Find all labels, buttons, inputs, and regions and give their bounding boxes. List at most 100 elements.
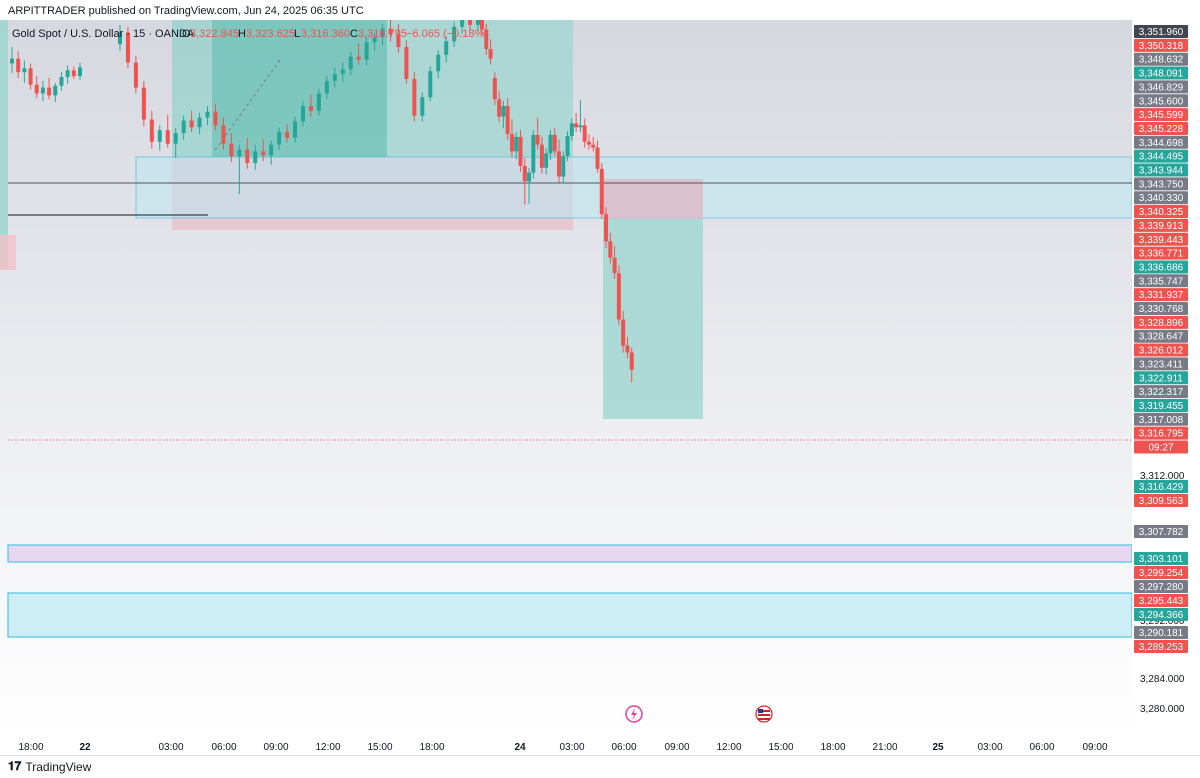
price-tag-label: 3,299.254 [1139,568,1184,579]
price-axis[interactable]: 3,312.0003,304.0003,300.0003,292.0003,28… [1132,20,1200,735]
candle-body [531,134,536,173]
footer-bar: 𝟏𝟕 TradingView [0,755,1200,778]
tradingview-logo-icon: 𝟏𝟕 [8,759,22,773]
candle-body [125,32,130,63]
candles [10,11,634,383]
price-tag-label: 3,336.686 [1139,262,1184,273]
price-tag [1134,66,1188,80]
candle-body [565,135,570,157]
price-tag-label: 3,343.944 [1139,166,1184,177]
price-tag-label: 3,309.563 [1139,496,1184,507]
price-tag-label: 3,340.325 [1139,207,1184,218]
time-axis-tick: 12:00 [716,742,741,753]
candle-body [548,134,553,154]
candle-body [582,125,587,142]
time-axis-tick: 18:00 [419,742,444,753]
candle-body [604,214,609,242]
time-axis-tick: 03:00 [977,742,1002,753]
candle-body [444,41,449,55]
price-tag [1134,371,1188,385]
price-tag-label: 3,330.768 [1139,304,1184,315]
time-axis-tick: 15:00 [768,742,793,753]
price-tag [1134,525,1188,538]
close-prefix: C [350,28,358,40]
candle-body [28,68,33,85]
candle-body [557,151,561,177]
candle-body [293,121,298,138]
candle-body [10,58,14,64]
candle-body [364,42,369,60]
candle-body [348,56,353,70]
candle-body [332,74,337,81]
price-axis-tick: 3,280.000 [1140,704,1185,715]
candle-body [189,120,194,128]
candlestick-chart[interactable]: Gold Spot / U.S. Dollar · 15 · OANDA O 3… [0,11,1200,755]
lightning-icon [631,708,637,720]
price-tag [1134,398,1188,412]
price-tag [1134,640,1188,653]
candle-body [372,37,377,43]
price-tag-label: 3,343.750 [1139,179,1184,190]
price-tag [1134,315,1188,329]
time-axis-tick: 25 [932,742,944,753]
price-tag-label: 3,326.012 [1139,346,1184,357]
candle-body [452,26,457,42]
candle-body [476,17,480,25]
candle-body [468,20,473,25]
candle-body [245,149,250,163]
price-tag [1134,480,1188,493]
candle-body [396,34,401,48]
candle-body [561,156,566,177]
price-tag [1134,566,1188,579]
candle-body [608,241,613,258]
candle-body [616,273,621,320]
candle-body [253,151,258,163]
candle-body [22,68,27,73]
candle-body [181,120,186,134]
chart-area[interactable]: Gold Spot / U.S. Dollar · 15 · OANDA O 3… [0,11,1200,755]
time-axis-tick: 09:00 [664,742,689,753]
candle-body [420,97,425,116]
brand-label: TradingView [25,759,92,774]
price-tag-label: 3,316.429 [1139,482,1184,493]
open-value: 3,322.845 [190,28,239,40]
price-tag-label: 3,295.443 [1139,596,1184,607]
price-tag [1134,25,1188,38]
price-tag [1134,343,1188,357]
economic-events[interactable] [625,705,773,723]
symbol-legend: Gold Spot / U.S. Dollar · 15 · OANDA O 3… [12,28,488,40]
candle-body [221,125,226,144]
price-tag-label: 3,317.008 [1139,415,1184,426]
candle-body [436,54,441,72]
price-tag [1134,260,1188,274]
candle-body [612,257,617,274]
us-flag-canton-icon [758,709,763,713]
tradingview-brand[interactable]: 𝟏𝟕 TradingView [8,759,91,774]
candle-body [586,141,591,145]
candle-body [300,105,305,122]
demand-zone [7,592,1133,638]
candle-body [229,143,234,157]
candle-body [141,87,146,120]
left-edge-risk [0,235,16,270]
price-tag-label: 3,307.782 [1139,527,1184,538]
price-axis-tick: 3,312.000 [1140,471,1185,482]
price-tag-label: 09:27 [1148,443,1173,454]
publish-header: ARPITTRADER published on TradingView.com… [0,0,1200,20]
candle-body [625,345,630,353]
price-tag [1134,552,1188,565]
price-tag-label: 3,290.181 [1139,628,1184,639]
price-tag-label: 3,303.101 [1139,554,1184,565]
price-tag-label: 3,323.411 [1139,359,1183,370]
candle-body [237,149,242,157]
price-tag [1134,426,1188,440]
price-tag [1134,580,1188,593]
us-flag-stripe2-icon [758,714,770,716]
candle-body [599,168,604,215]
price-tag [1134,80,1188,94]
candle-body [514,136,519,152]
time-axis[interactable]: 18:00 22 03:00 06:00 09:00 12:00 15:00 18:00 24 0… [0,735,1200,755]
price-tag-label: 3,350.318 [1139,41,1184,52]
price-tag [1134,274,1188,288]
candle-body [59,77,64,86]
